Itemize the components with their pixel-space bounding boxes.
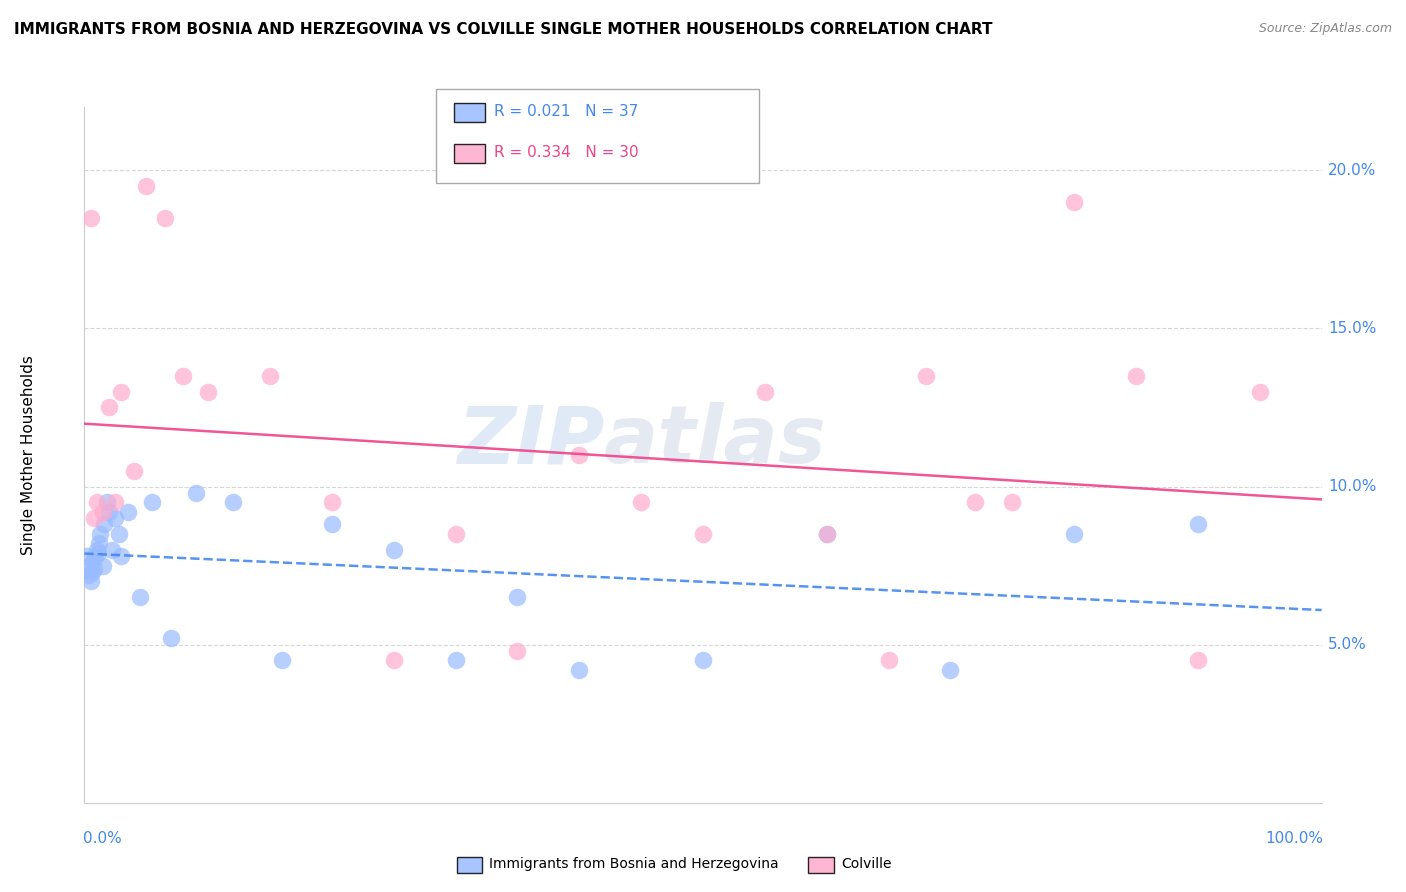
Point bbox=[91, 505, 114, 519]
Point bbox=[568, 663, 591, 677]
Point bbox=[110, 549, 132, 563]
Point bbox=[1125, 368, 1147, 383]
Text: Source: ZipAtlas.com: Source: ZipAtlas.com bbox=[1258, 22, 1392, 36]
Point bbox=[87, 546, 110, 560]
Text: Immigrants from Bosnia and Herzegovina: Immigrants from Bosnia and Herzegovina bbox=[489, 857, 779, 871]
Point bbox=[222, 495, 245, 509]
Point bbox=[86, 542, 108, 557]
Point bbox=[444, 527, 467, 541]
Point bbox=[82, 556, 104, 570]
Text: 15.0%: 15.0% bbox=[1327, 321, 1376, 336]
Point bbox=[91, 558, 114, 573]
Point bbox=[80, 565, 103, 579]
Point bbox=[153, 211, 176, 225]
Point bbox=[98, 401, 121, 415]
Point bbox=[79, 211, 101, 225]
Point bbox=[160, 632, 183, 646]
Text: ZIP: ZIP bbox=[457, 402, 605, 480]
Point bbox=[1063, 527, 1085, 541]
Point bbox=[939, 663, 962, 677]
Point bbox=[135, 179, 157, 194]
Point bbox=[197, 384, 219, 399]
Point bbox=[877, 653, 900, 667]
Point bbox=[129, 591, 152, 605]
Point bbox=[754, 384, 776, 399]
Point bbox=[914, 368, 936, 383]
Point bbox=[1187, 653, 1209, 667]
Point bbox=[104, 495, 127, 509]
Point bbox=[83, 511, 105, 525]
Text: 10.0%: 10.0% bbox=[1327, 479, 1376, 494]
Point bbox=[321, 517, 343, 532]
Text: Single Mother Households: Single Mother Households bbox=[21, 355, 37, 555]
Point bbox=[1249, 384, 1271, 399]
Point bbox=[444, 653, 467, 667]
Point bbox=[692, 527, 714, 541]
Point bbox=[630, 495, 652, 509]
Point bbox=[96, 495, 118, 509]
Text: 100.0%: 100.0% bbox=[1265, 830, 1323, 846]
Point bbox=[1001, 495, 1024, 509]
Point bbox=[93, 517, 115, 532]
Text: 5.0%: 5.0% bbox=[1327, 637, 1367, 652]
Point bbox=[568, 448, 591, 462]
Text: Colville: Colville bbox=[841, 857, 891, 871]
Point bbox=[815, 527, 838, 541]
Point bbox=[76, 549, 98, 563]
Point bbox=[506, 591, 529, 605]
Point bbox=[1187, 517, 1209, 532]
Point bbox=[141, 495, 163, 509]
Point bbox=[815, 527, 838, 541]
Point bbox=[89, 536, 111, 550]
Point bbox=[98, 505, 121, 519]
Point bbox=[108, 527, 131, 541]
Point bbox=[100, 542, 122, 557]
Point bbox=[184, 486, 207, 500]
Text: 0.0%: 0.0% bbox=[83, 830, 122, 846]
Point bbox=[79, 574, 101, 589]
Point bbox=[506, 644, 529, 658]
Point bbox=[1063, 194, 1085, 209]
Point bbox=[89, 527, 111, 541]
Text: 20.0%: 20.0% bbox=[1327, 163, 1376, 178]
Point bbox=[692, 653, 714, 667]
Point bbox=[122, 464, 145, 478]
Text: atlas: atlas bbox=[605, 402, 827, 480]
Point bbox=[79, 568, 101, 582]
Point bbox=[77, 558, 100, 573]
Point bbox=[104, 511, 127, 525]
Point bbox=[86, 495, 108, 509]
Point bbox=[259, 368, 281, 383]
Point bbox=[965, 495, 987, 509]
Point bbox=[321, 495, 343, 509]
Point bbox=[110, 384, 132, 399]
Text: IMMIGRANTS FROM BOSNIA AND HERZEGOVINA VS COLVILLE SINGLE MOTHER HOUSEHOLDS CORR: IMMIGRANTS FROM BOSNIA AND HERZEGOVINA V… bbox=[14, 22, 993, 37]
Text: R = 0.334   N = 30: R = 0.334 N = 30 bbox=[494, 145, 638, 160]
Point bbox=[83, 562, 105, 576]
Point bbox=[172, 368, 194, 383]
Point bbox=[84, 549, 107, 563]
Point bbox=[117, 505, 139, 519]
Text: R = 0.021   N = 37: R = 0.021 N = 37 bbox=[494, 104, 638, 119]
Point bbox=[271, 653, 294, 667]
Point bbox=[382, 653, 405, 667]
Point bbox=[382, 542, 405, 557]
